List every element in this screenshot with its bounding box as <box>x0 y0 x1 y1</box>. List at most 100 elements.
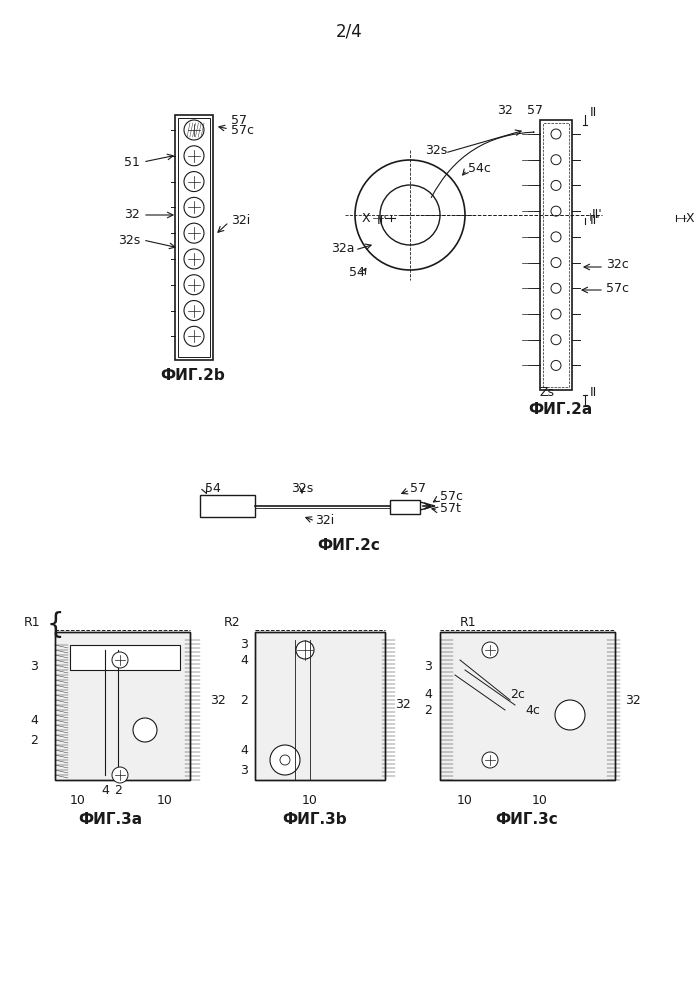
Text: ФИГ.2с: ФИГ.2с <box>317 537 380 552</box>
Text: {: { <box>46 611 64 639</box>
Bar <box>390 500 420 514</box>
Text: II': II' <box>592 209 603 222</box>
Text: 32: 32 <box>497 104 513 117</box>
Text: 2: 2 <box>30 733 38 746</box>
Bar <box>55 632 190 780</box>
Text: 32: 32 <box>124 209 140 222</box>
Circle shape <box>184 301 204 321</box>
Text: 4: 4 <box>240 743 248 756</box>
Text: 4: 4 <box>240 653 248 666</box>
Text: 2c: 2c <box>510 688 525 701</box>
Text: 57c: 57c <box>440 491 463 503</box>
Circle shape <box>551 181 561 191</box>
Circle shape <box>184 275 204 295</box>
Text: 2: 2 <box>240 693 248 706</box>
Text: R2: R2 <box>224 615 240 628</box>
Bar <box>540 120 572 390</box>
Text: Zs: Zs <box>540 386 555 399</box>
Text: 32i: 32i <box>231 214 250 227</box>
Bar <box>200 495 255 517</box>
Text: 32: 32 <box>625 693 641 706</box>
Text: 10: 10 <box>532 793 548 806</box>
Circle shape <box>482 642 498 658</box>
Bar <box>178 118 210 357</box>
Text: II': II' <box>377 214 388 227</box>
Circle shape <box>551 258 561 268</box>
Circle shape <box>551 309 561 319</box>
Text: R1: R1 <box>23 615 40 628</box>
Text: 32: 32 <box>395 698 411 711</box>
Circle shape <box>482 752 498 768</box>
Circle shape <box>184 223 204 243</box>
Circle shape <box>280 755 290 765</box>
Circle shape <box>112 652 128 668</box>
Text: 3: 3 <box>30 660 38 673</box>
Circle shape <box>380 185 440 245</box>
Text: 57c: 57c <box>606 282 629 295</box>
Text: 32s: 32s <box>425 144 447 157</box>
Bar <box>55 632 190 780</box>
Text: 57t: 57t <box>440 501 461 514</box>
Text: 32i: 32i <box>315 513 334 526</box>
Bar <box>70 645 180 670</box>
Polygon shape <box>420 502 435 510</box>
Text: 57c: 57c <box>231 124 254 137</box>
Text: 10: 10 <box>70 793 86 806</box>
Circle shape <box>555 700 585 730</box>
Text: 3: 3 <box>240 638 248 651</box>
Text: 32: 32 <box>210 693 226 706</box>
Circle shape <box>551 284 561 294</box>
Circle shape <box>133 718 157 742</box>
Circle shape <box>355 160 465 270</box>
Circle shape <box>184 249 204 269</box>
Circle shape <box>184 327 204 347</box>
Text: 4: 4 <box>424 688 432 701</box>
Text: R1: R1 <box>460 615 477 628</box>
Circle shape <box>551 206 561 216</box>
Circle shape <box>184 146 204 166</box>
Bar <box>175 115 213 360</box>
Text: 2/4: 2/4 <box>336 23 362 41</box>
Text: 4: 4 <box>30 713 38 726</box>
Circle shape <box>551 361 561 371</box>
Text: 57: 57 <box>231 114 247 127</box>
Text: II': II' <box>590 214 600 227</box>
Text: ФИГ.3а: ФИГ.3а <box>78 812 142 827</box>
Circle shape <box>112 767 128 783</box>
Bar <box>440 632 615 780</box>
Text: 3: 3 <box>240 763 248 776</box>
Text: II: II <box>590 387 597 400</box>
Circle shape <box>184 120 204 140</box>
Circle shape <box>551 335 561 345</box>
Circle shape <box>551 232 561 242</box>
Text: 51: 51 <box>124 156 140 169</box>
Text: 3: 3 <box>424 660 432 673</box>
Text: 32a: 32a <box>331 242 355 255</box>
Text: 10: 10 <box>457 793 473 806</box>
Text: X: X <box>686 212 695 225</box>
Text: 57: 57 <box>410 482 426 495</box>
Text: 2: 2 <box>424 703 432 716</box>
Text: ФИГ.2b: ФИГ.2b <box>161 368 225 383</box>
Circle shape <box>184 172 204 192</box>
Text: 57: 57 <box>527 104 543 117</box>
Text: 32s: 32s <box>291 482 313 495</box>
Text: 54: 54 <box>349 266 365 279</box>
Circle shape <box>551 129 561 139</box>
Text: 4c: 4c <box>525 703 540 716</box>
Text: 32s: 32s <box>117 234 140 247</box>
Bar <box>255 632 385 780</box>
Text: 2: 2 <box>114 783 122 796</box>
Circle shape <box>270 745 300 775</box>
Text: 32c: 32c <box>606 259 628 272</box>
Circle shape <box>551 155 561 165</box>
Text: 54: 54 <box>205 482 221 495</box>
Text: ФИГ.2а: ФИГ.2а <box>528 403 592 418</box>
Text: ФИГ.3с: ФИГ.3с <box>496 812 559 827</box>
Bar <box>543 123 569 387</box>
Bar <box>255 632 385 780</box>
Text: ФИГ.3b: ФИГ.3b <box>282 812 347 827</box>
Circle shape <box>296 641 314 659</box>
Circle shape <box>184 198 204 218</box>
Text: 4: 4 <box>101 783 109 796</box>
